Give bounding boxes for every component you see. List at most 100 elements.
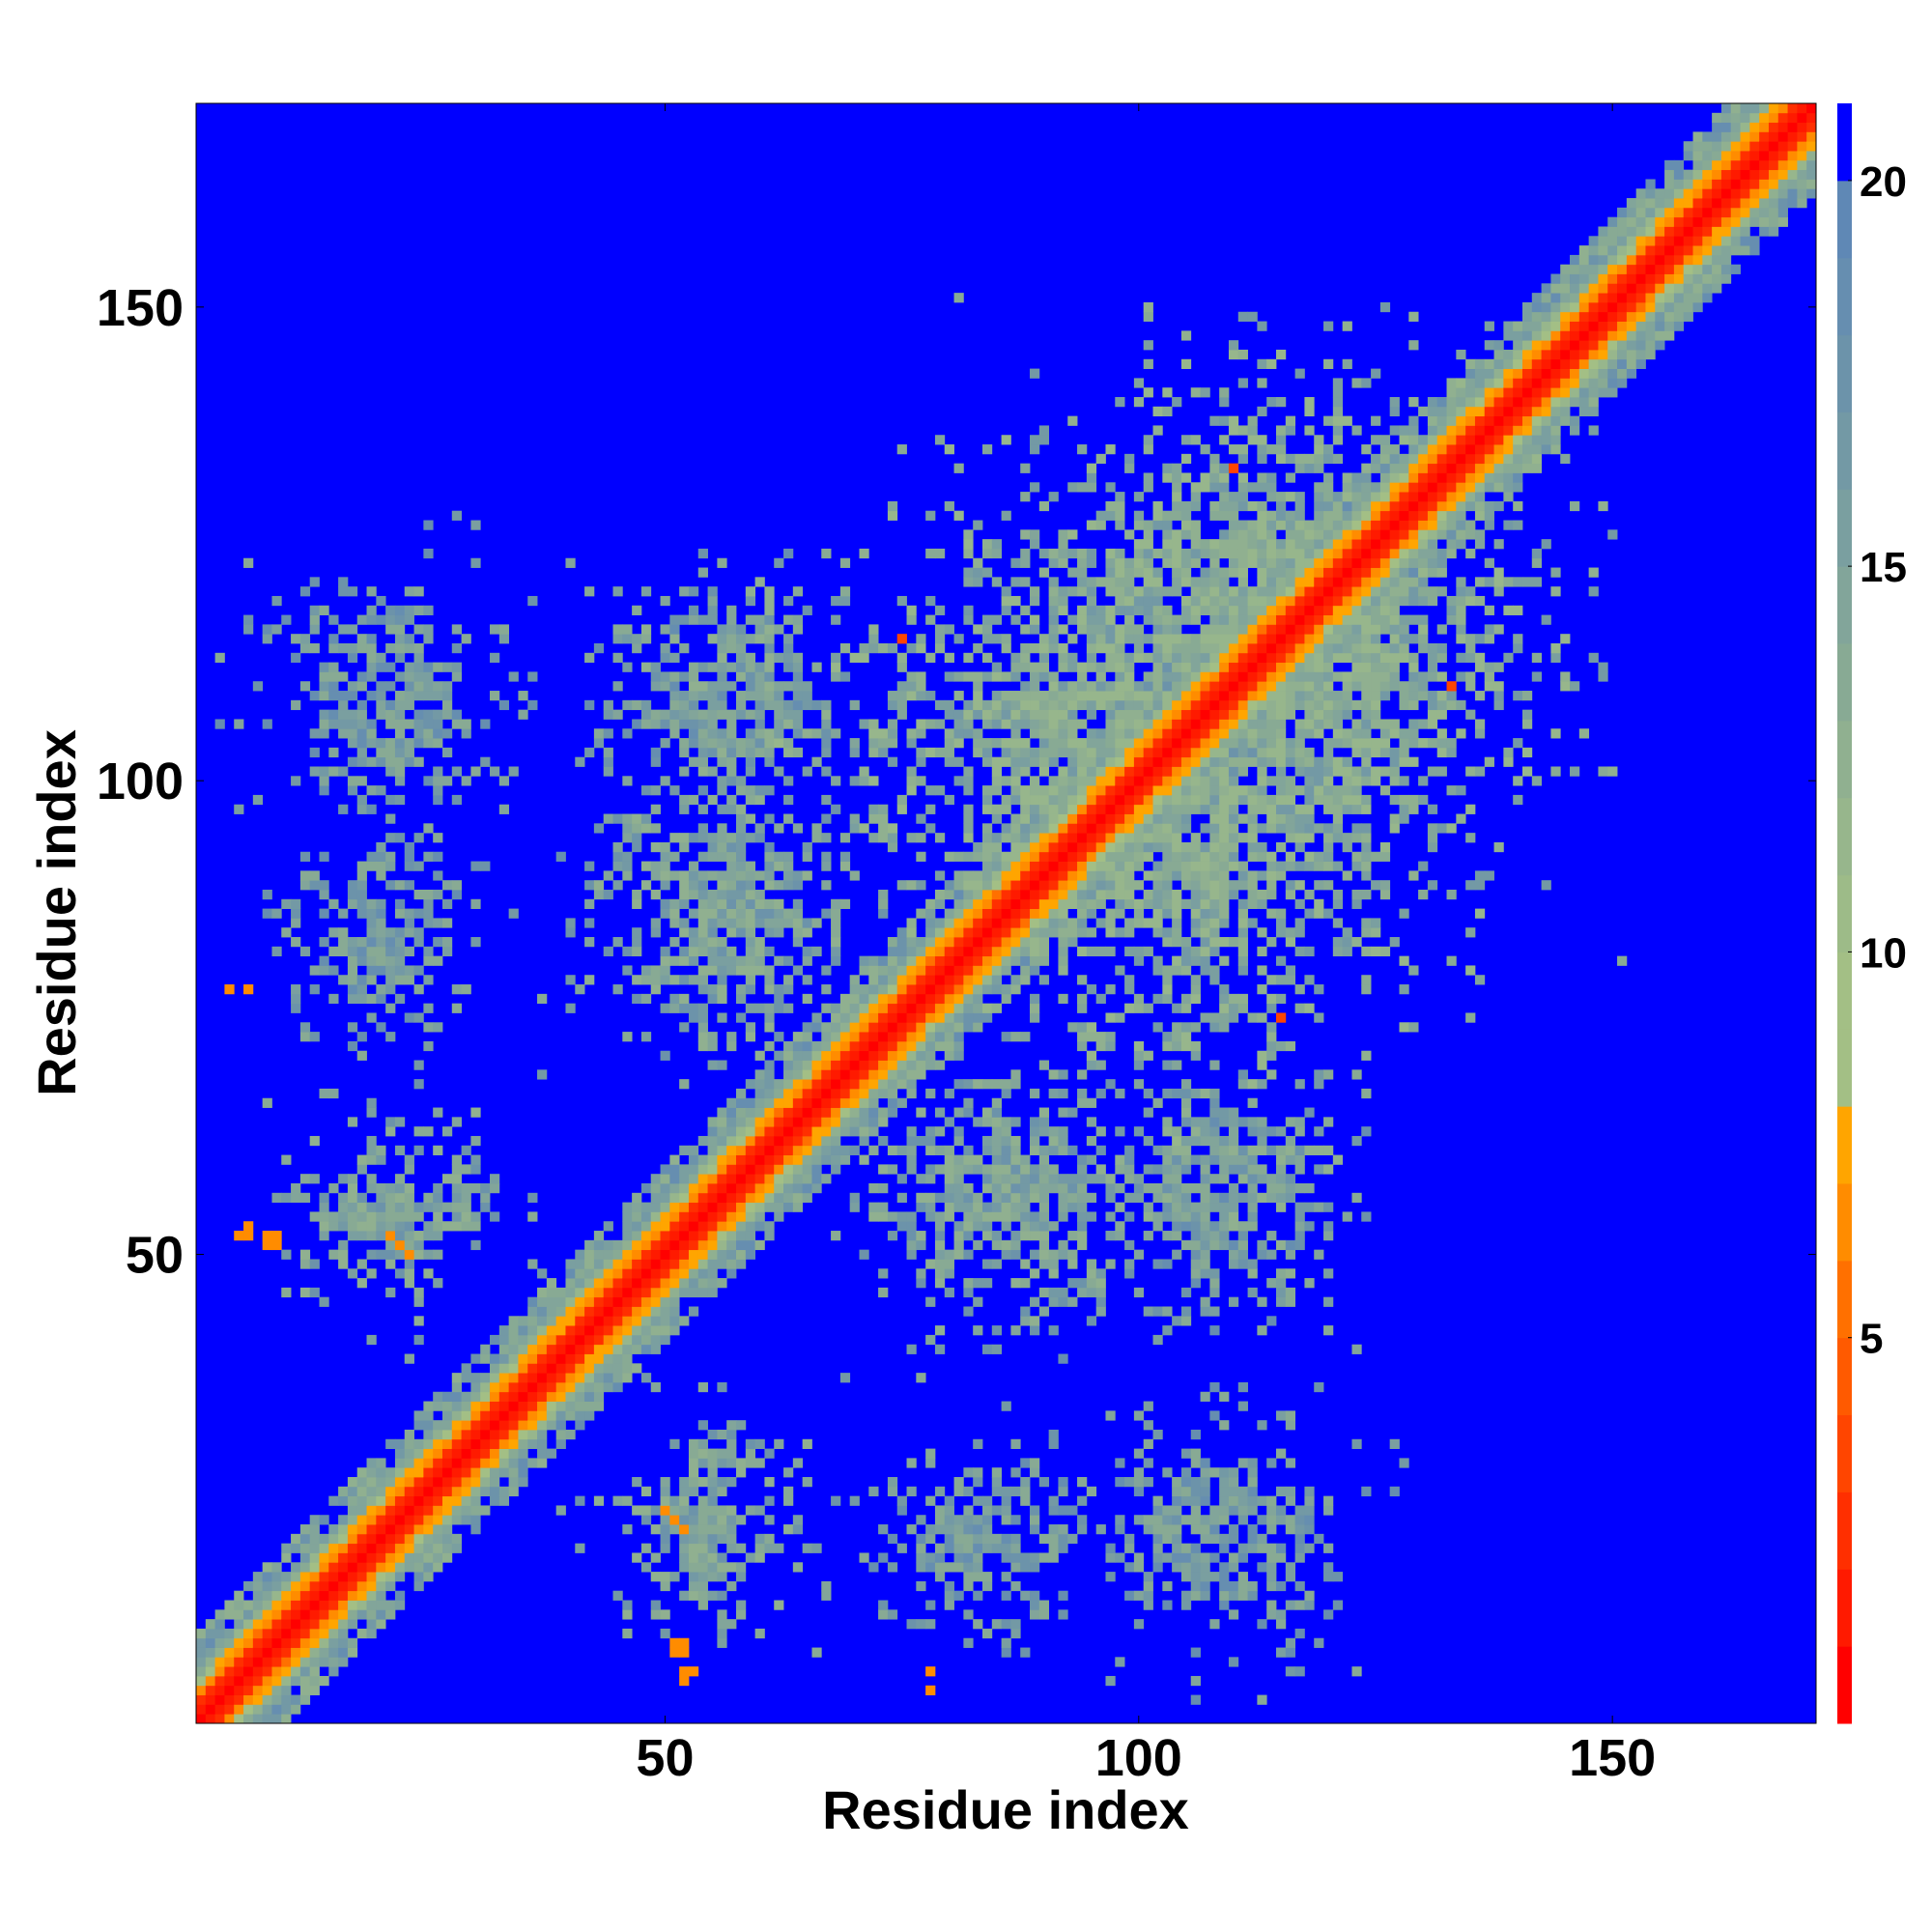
heatmap-cell: [451, 1505, 462, 1516]
heatmap-cell: [527, 1211, 538, 1222]
heatmap-cell: [859, 1126, 869, 1137]
heatmap-cell: [1115, 756, 1125, 767]
heatmap-cell: [650, 861, 661, 871]
heatmap-cell: [679, 1164, 690, 1175]
heatmap-cell: [385, 851, 396, 862]
heatmap-cell: [697, 1040, 708, 1052]
heatmap-cell: [916, 908, 926, 919]
heatmap-cell: [726, 804, 737, 814]
heatmap-cell: [1020, 1495, 1031, 1506]
heatmap-cell: [1200, 1572, 1210, 1582]
heatmap-cell: [887, 500, 898, 512]
heatmap-cell: [707, 1533, 718, 1545]
heatmap-cell: [736, 1515, 747, 1525]
heatmap-cell: [1048, 699, 1059, 711]
heatmap-cell: [1077, 691, 1088, 701]
heatmap-cell: [423, 955, 434, 966]
heatmap-cell: [1086, 1060, 1097, 1070]
heatmap-cell: [887, 1145, 898, 1155]
heatmap-cell: [764, 643, 775, 654]
heatmap-cell: [1172, 1164, 1182, 1175]
heatmap-cell: [1095, 1032, 1106, 1042]
heatmap-cell: [1030, 1316, 1040, 1326]
heatmap-cell: [413, 1524, 424, 1535]
heatmap-cell: [973, 643, 983, 654]
heatmap-cell: [441, 880, 453, 891]
heatmap-cell: [754, 719, 765, 729]
heatmap-cell: [1105, 662, 1116, 672]
heatmap-cell: [726, 955, 737, 966]
heatmap-cell: [1105, 1174, 1116, 1184]
heatmap-cell: [1105, 624, 1116, 635]
heatmap-cell: [736, 1154, 747, 1165]
heatmap-cell: [319, 785, 329, 796]
heatmap-cell: [394, 624, 406, 635]
heatmap-cell: [1115, 813, 1125, 824]
heatmap-cell: [1077, 738, 1088, 749]
heatmap-cell: [1077, 823, 1088, 834]
heatmap-cell: [1172, 927, 1182, 938]
heatmap-cell: [679, 1495, 690, 1506]
heatmap-cell: [1010, 1239, 1021, 1251]
heatmap-cell: [991, 738, 1002, 749]
heatmap-cell: [1115, 624, 1125, 635]
heatmap-cell: [1095, 728, 1106, 739]
heatmap-cell: [1030, 368, 1040, 379]
heatmap-cell: [754, 1154, 765, 1165]
heatmap-cell: [1180, 1164, 1192, 1175]
heatmap-cell: [356, 946, 367, 957]
heatmap-cell: [688, 1268, 699, 1279]
heatmap-cell: [754, 1097, 765, 1108]
heatmap-cell: [1133, 634, 1145, 644]
heatmap-cell: [963, 671, 974, 682]
heatmap-cell: [1010, 1438, 1021, 1449]
heatmap-cell: [1105, 1231, 1116, 1241]
heatmap-cell: [508, 1401, 519, 1411]
heatmap-cell: [1200, 1012, 1210, 1023]
heatmap-cell: [243, 1666, 254, 1677]
heatmap-cell: [328, 709, 339, 720]
heatmap-cell: [1038, 1477, 1050, 1488]
heatmap-cell: [441, 1467, 453, 1478]
heatmap-cell: [973, 1562, 983, 1573]
heatmap-cell: [1219, 1003, 1230, 1013]
heatmap-cell: [679, 1239, 690, 1251]
heatmap-cell: [1180, 691, 1192, 701]
heatmap-cell: [1133, 1448, 1145, 1459]
heatmap-cell: [1172, 738, 1182, 749]
heatmap-cell: [1209, 908, 1220, 919]
heatmap-cell: [697, 1495, 708, 1506]
heatmap-cell: [1124, 662, 1135, 672]
heatmap-cell: [575, 1410, 585, 1421]
heatmap-cell: [764, 1231, 775, 1241]
heatmap-cell: [1124, 823, 1135, 834]
heatmap-cell: [745, 937, 756, 948]
heatmap-cell: [660, 1580, 670, 1592]
heatmap-cell: [366, 1231, 377, 1241]
heatmap-cell: [1190, 1647, 1201, 1658]
heatmap-cell: [338, 1590, 349, 1601]
heatmap-cell: [764, 1515, 775, 1525]
heatmap-cell: [470, 1183, 481, 1194]
heatmap-cell: [707, 1259, 718, 1269]
heatmap-cell: [480, 861, 491, 871]
heatmap-cell: [565, 1429, 576, 1440]
heatmap-cell: [1058, 785, 1068, 796]
heatmap-cell: [697, 1278, 708, 1289]
heatmap-cell: [1190, 482, 1201, 493]
heatmap-cell: [1143, 520, 1153, 530]
heatmap-cell: [963, 605, 974, 615]
heatmap-cell: [309, 1685, 320, 1695]
heatmap-cell: [887, 1486, 898, 1497]
heatmap-cell: [640, 1373, 652, 1383]
heatmap-cell: [1077, 548, 1088, 559]
heatmap-cell: [774, 1107, 784, 1118]
heatmap-cell: [831, 1088, 841, 1099]
heatmap-cell: [366, 1533, 377, 1545]
heatmap-cell: [1162, 1580, 1173, 1592]
heatmap-cell: [394, 1221, 406, 1232]
heatmap-cell: [839, 1060, 851, 1070]
heatmap-cell: [565, 1296, 576, 1307]
heatmap-cell: [1209, 1287, 1220, 1298]
heatmap-cell: [707, 984, 718, 995]
